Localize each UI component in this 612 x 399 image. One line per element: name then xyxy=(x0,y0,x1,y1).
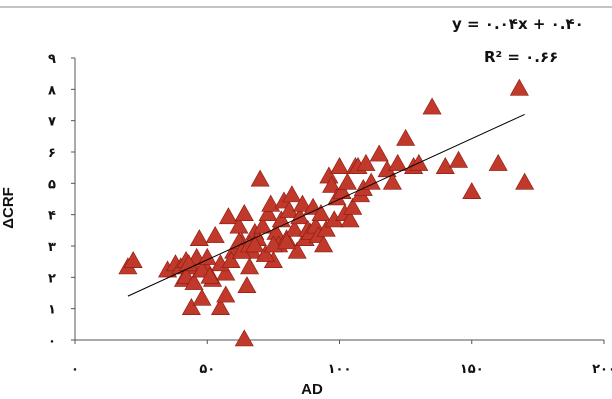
r-squared-prefix: R² = xyxy=(484,48,525,66)
data-point xyxy=(509,78,529,96)
y-tick-label: ۸ xyxy=(48,83,56,98)
data-point xyxy=(311,204,331,221)
data-point xyxy=(240,257,260,275)
data-point xyxy=(292,194,312,212)
data-point xyxy=(234,329,254,347)
r-squared-text: R² = ۰.۶۶ xyxy=(484,48,558,66)
data-point xyxy=(261,194,281,212)
data-point xyxy=(216,285,236,303)
y-tick-label: ۱ xyxy=(48,303,56,318)
y-tick-label: ۴ xyxy=(48,209,56,224)
y-tick-label: ۲ xyxy=(48,271,56,286)
data-point xyxy=(361,172,381,190)
data-point xyxy=(356,153,376,171)
data-point xyxy=(435,157,455,174)
data-point xyxy=(258,204,278,221)
data-point xyxy=(388,153,408,171)
x-tick-label: ۲۰۰ xyxy=(592,362,612,377)
equation-text: y = ۰.۰۴x + ۰.۴۰ xyxy=(452,15,584,33)
data-point xyxy=(396,128,416,146)
data-point xyxy=(123,251,143,268)
r-squared-value: ۰.۶۶ xyxy=(525,48,558,66)
x-tick-label: ۵۰ xyxy=(199,362,215,377)
y-tick-label: ۳ xyxy=(48,240,56,255)
data-point xyxy=(449,150,469,168)
y-tick-label: ۹ xyxy=(48,52,56,67)
x-tick-label: ۱۰۰ xyxy=(328,362,352,377)
x-axis-title: AD xyxy=(301,381,323,398)
data-point xyxy=(488,153,508,171)
data-point xyxy=(340,210,360,228)
data-point xyxy=(197,247,217,265)
data-point xyxy=(314,235,334,253)
data-point xyxy=(329,157,350,174)
y-axis-title: ΔCRF xyxy=(0,187,17,229)
data-point xyxy=(287,241,307,259)
data-point xyxy=(279,200,299,218)
y-tick-label: ۷ xyxy=(48,115,56,130)
y-tick-label: ۵ xyxy=(48,177,56,192)
x-axis-ticks: ۰ ۵۰ ۱۰۰ ۱۵۰ ۲۰۰ xyxy=(71,340,612,377)
data-point xyxy=(285,219,305,237)
data-point xyxy=(184,272,204,290)
data-point xyxy=(253,216,273,234)
data-point xyxy=(192,288,212,306)
data-point xyxy=(343,197,363,215)
data-point xyxy=(250,169,270,187)
data-point xyxy=(316,219,336,237)
data-point xyxy=(179,254,199,272)
data-point xyxy=(216,263,236,281)
y-axis-ticks: ۰ ۱ ۲ ۳ ۴ ۵ ۶ ۷ ۸ ۹ xyxy=(48,52,75,349)
data-point xyxy=(271,210,291,228)
data-point xyxy=(277,232,297,250)
y-tick-label: ۶ xyxy=(48,146,56,161)
data-point xyxy=(369,144,389,162)
data-point xyxy=(332,182,352,200)
data-point xyxy=(515,172,535,190)
data-point xyxy=(322,175,342,193)
data-point xyxy=(382,172,402,190)
data-point xyxy=(205,225,225,243)
data-point xyxy=(200,266,220,284)
data-point xyxy=(266,222,286,240)
data-point xyxy=(237,276,257,294)
trendline xyxy=(127,113,525,297)
data-point xyxy=(234,204,254,221)
trendline-equation: y = ۰.۰۴x + ۰.۴۰ R² = ۰.۶۶ xyxy=(452,15,584,66)
x-tick-label: ۰ xyxy=(71,362,79,377)
data-point xyxy=(462,182,482,200)
data-point xyxy=(218,207,238,225)
data-point xyxy=(210,298,230,315)
data-point xyxy=(282,185,302,203)
data-point xyxy=(245,235,265,253)
data-points xyxy=(118,78,535,347)
data-point xyxy=(189,229,209,247)
data-point xyxy=(422,97,442,115)
data-point xyxy=(255,244,275,262)
data-point xyxy=(181,298,201,315)
x-tick-label: ۱۵۰ xyxy=(460,362,484,377)
data-point xyxy=(221,251,241,268)
data-point xyxy=(337,172,357,190)
y-tick-label: ۰ xyxy=(48,334,56,349)
